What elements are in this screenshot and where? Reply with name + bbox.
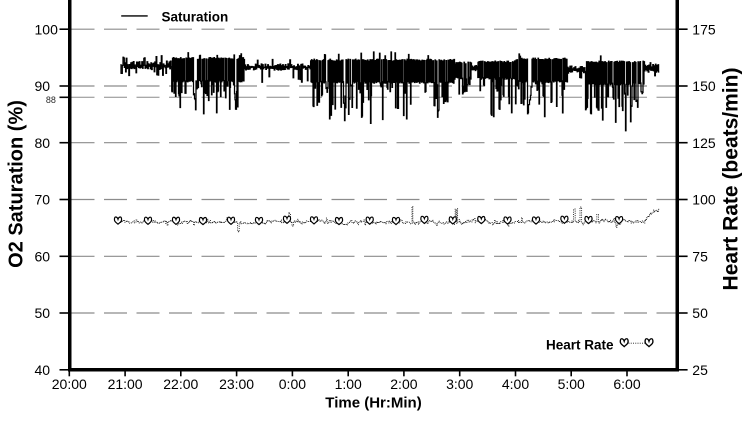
svg-text:25: 25 [692, 362, 708, 378]
svg-text:23:00: 23:00 [219, 376, 254, 392]
svg-text:6:00: 6:00 [613, 376, 640, 392]
svg-text:3:00: 3:00 [446, 376, 473, 392]
svg-text:40: 40 [35, 362, 51, 378]
svg-text:5:00: 5:00 [558, 376, 585, 392]
svg-text:100: 100 [35, 21, 59, 37]
svg-text:4:00: 4:00 [502, 376, 529, 392]
svg-text:21:00: 21:00 [108, 376, 143, 392]
svg-text:Heart Rate (beats/min): Heart Rate (beats/min) [720, 68, 743, 291]
svg-text:100: 100 [692, 192, 716, 208]
svg-text:60: 60 [35, 248, 51, 264]
svg-text:80: 80 [35, 135, 51, 151]
svg-text:125: 125 [692, 135, 716, 151]
svg-text:22:00: 22:00 [163, 376, 198, 392]
svg-text:Time (Hr:Min): Time (Hr:Min) [325, 395, 421, 412]
svg-text:20:00: 20:00 [52, 376, 87, 392]
svg-text:2:00: 2:00 [390, 376, 417, 392]
svg-text:150: 150 [692, 78, 716, 94]
svg-text:0:00: 0:00 [279, 376, 306, 392]
svg-text:88: 88 [46, 95, 56, 105]
svg-text:Heart Rate: Heart Rate [546, 338, 614, 353]
svg-text:1:00: 1:00 [335, 376, 362, 392]
svg-text:175: 175 [692, 21, 716, 37]
svg-text:50: 50 [692, 305, 708, 321]
svg-text:90: 90 [35, 78, 51, 94]
svg-text:Saturation: Saturation [162, 10, 229, 25]
svg-text:O2 Saturation (%): O2 Saturation (%) [6, 100, 28, 268]
svg-text:50: 50 [35, 305, 51, 321]
svg-text:70: 70 [35, 192, 51, 208]
svg-text:75: 75 [692, 248, 708, 264]
